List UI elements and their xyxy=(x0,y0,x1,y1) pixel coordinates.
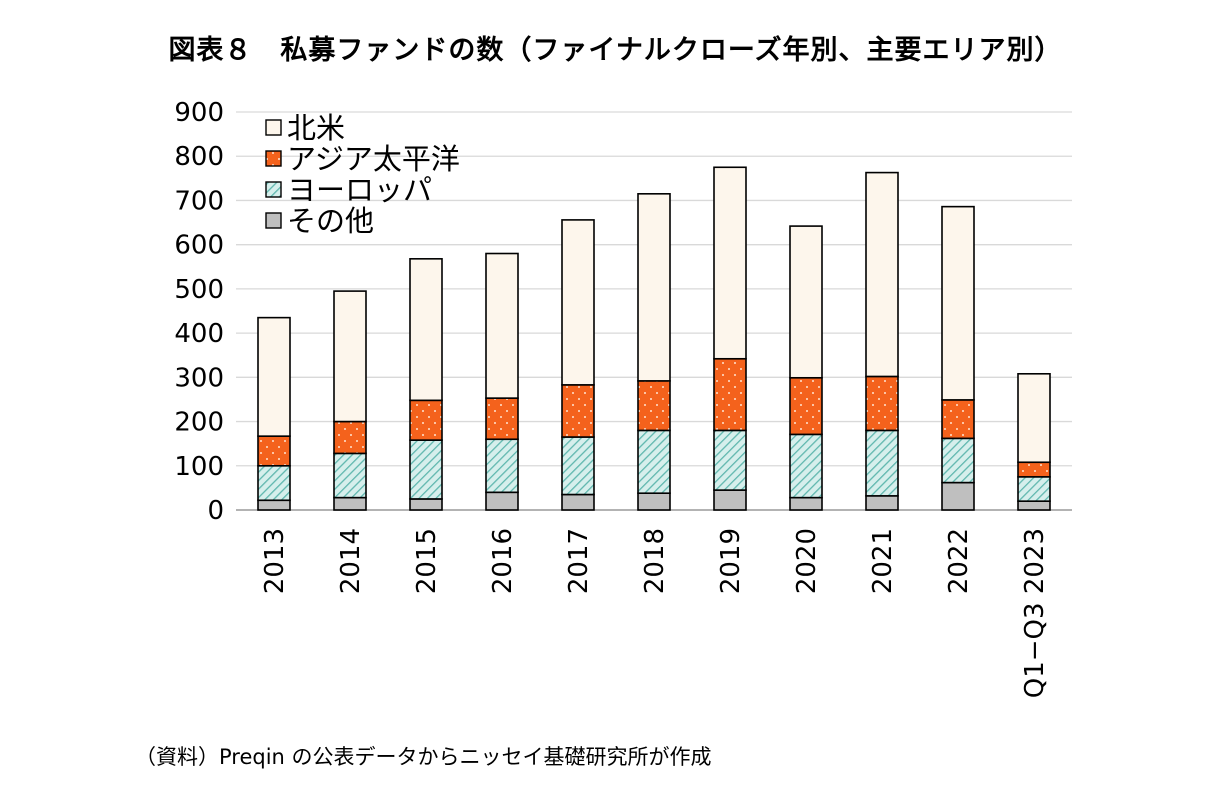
bar-segment xyxy=(713,489,747,511)
bar-segment xyxy=(333,420,367,455)
bar-segment xyxy=(637,193,671,382)
x-tick-label: 2013 xyxy=(260,528,290,594)
legend-swatch xyxy=(265,181,282,198)
legend-label: 北米 xyxy=(287,111,345,145)
y-tick-label: 200 xyxy=(174,408,224,438)
bar-segment xyxy=(941,205,975,401)
bar-segment xyxy=(485,397,519,441)
bar-segment xyxy=(637,380,671,432)
bar-segment xyxy=(941,481,975,511)
bar-segment xyxy=(1017,372,1051,464)
chart-title: 図表８ 私募ファンドの数（ファイナルクローズ年別、主要エリア別） xyxy=(168,35,1063,66)
bar-segment xyxy=(409,439,443,500)
bar-segment xyxy=(257,464,291,502)
bars xyxy=(257,166,1051,511)
bar-segment xyxy=(561,493,595,511)
bar-segment xyxy=(1017,461,1051,478)
bar-segment xyxy=(941,437,975,484)
bar-segment xyxy=(409,399,443,441)
bar-segment xyxy=(1017,476,1051,502)
legend-swatch xyxy=(265,150,282,167)
legend-label: アジア太平洋 xyxy=(287,142,460,176)
bar-segment xyxy=(409,258,443,402)
bar-segment xyxy=(561,436,595,496)
bar-segment xyxy=(333,452,367,499)
x-tick-label: 2017 xyxy=(564,528,594,594)
x-tick-label: 2021 xyxy=(868,528,898,594)
x-axis-ticks: 2013 2014 2015 2016 2017 2018 2019 2020 2021 2022… xyxy=(260,528,1050,698)
bar-segment xyxy=(333,290,367,423)
bar-segment xyxy=(257,316,291,437)
x-tick-label: Q1−Q3 2023 xyxy=(1020,528,1050,698)
y-tick-label: 800 xyxy=(174,142,224,172)
bar-segment xyxy=(637,492,671,511)
bar-segment xyxy=(713,429,747,491)
x-tick-label: 2015 xyxy=(412,528,442,594)
bar-segment xyxy=(713,357,747,432)
y-tick-label: 500 xyxy=(174,275,224,305)
bar-segment xyxy=(257,435,291,467)
bar-segment xyxy=(333,496,367,511)
y-tick-label: 100 xyxy=(174,452,224,482)
bar-segment xyxy=(865,171,899,378)
bar-segment xyxy=(561,219,595,386)
bar-segment xyxy=(485,438,519,494)
y-tick-label: 900 xyxy=(174,98,224,128)
bar-segment xyxy=(485,491,519,511)
bar-segment xyxy=(637,429,671,494)
legend-swatch xyxy=(265,119,282,136)
y-tick-label: 0 xyxy=(207,496,224,526)
bar-segment xyxy=(789,496,823,511)
legend-swatch xyxy=(265,212,282,229)
x-tick-label: 2016 xyxy=(488,528,518,594)
bar-segment xyxy=(789,433,823,499)
x-tick-label: 2022 xyxy=(944,528,974,594)
y-tick-label: 400 xyxy=(174,319,224,349)
x-tick-label: 2019 xyxy=(716,528,746,594)
legend-label: その他 xyxy=(287,204,374,238)
bar-segment xyxy=(409,498,443,511)
x-tick-label: 2018 xyxy=(640,528,670,594)
bar-segment xyxy=(257,499,291,511)
y-axis-ticks: 0 100 200 300 400 500 600 700 800 900 xyxy=(174,98,224,526)
bar-segment xyxy=(789,225,823,379)
bar-segment xyxy=(865,375,899,432)
x-tick-label: 2020 xyxy=(792,528,822,594)
bar-segment xyxy=(789,376,823,436)
source-note: （資料）Preqin の公表データからニッセイ基礎研究所が作成 xyxy=(135,745,712,769)
bar-segment xyxy=(865,429,899,497)
y-tick-label: 300 xyxy=(174,363,224,393)
bar-segment xyxy=(1017,500,1051,511)
y-tick-label: 700 xyxy=(174,186,224,216)
bar-segment xyxy=(561,384,595,438)
x-tick-label: 2014 xyxy=(336,528,366,594)
bar-segment xyxy=(485,252,519,399)
legend-label: ヨーロッパ xyxy=(287,173,432,207)
bar-segment xyxy=(941,399,975,440)
bar-segment xyxy=(865,495,899,511)
bar-segment xyxy=(713,166,747,360)
y-tick-label: 600 xyxy=(174,231,224,261)
